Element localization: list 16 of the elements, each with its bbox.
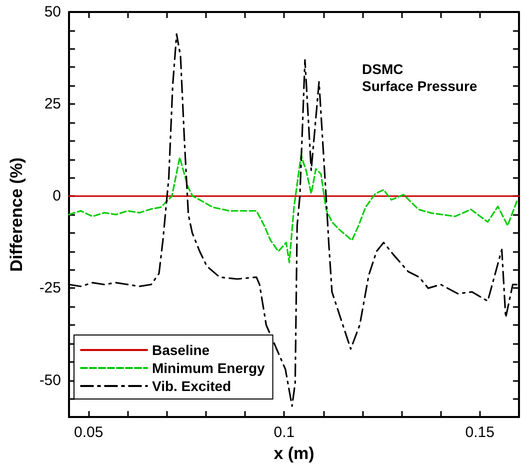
x-tick-label: 0.15: [465, 424, 494, 442]
x-axis-title: x (m): [274, 444, 314, 463]
legend-label: Vib. Excited: [152, 378, 232, 394]
y-tick-label: 25: [44, 96, 61, 113]
y-axis-title: Difference (%): [7, 157, 26, 272]
legend-label: Minimum Energy: [152, 360, 266, 376]
y-tick-label: 50: [44, 4, 61, 20]
y-tick-label: -50: [39, 372, 61, 389]
y-tick-label: -25: [39, 280, 61, 297]
annotation: Surface Pressure: [362, 78, 478, 94]
annotation: DSMC: [362, 61, 404, 77]
legend-label: Baseline: [152, 342, 210, 358]
x-tick-label: 0.05: [74, 424, 104, 442]
y-tick-label: 0: [52, 188, 61, 205]
line-series: [68, 154, 518, 264]
x-tick-label: 0.1: [274, 424, 295, 442]
